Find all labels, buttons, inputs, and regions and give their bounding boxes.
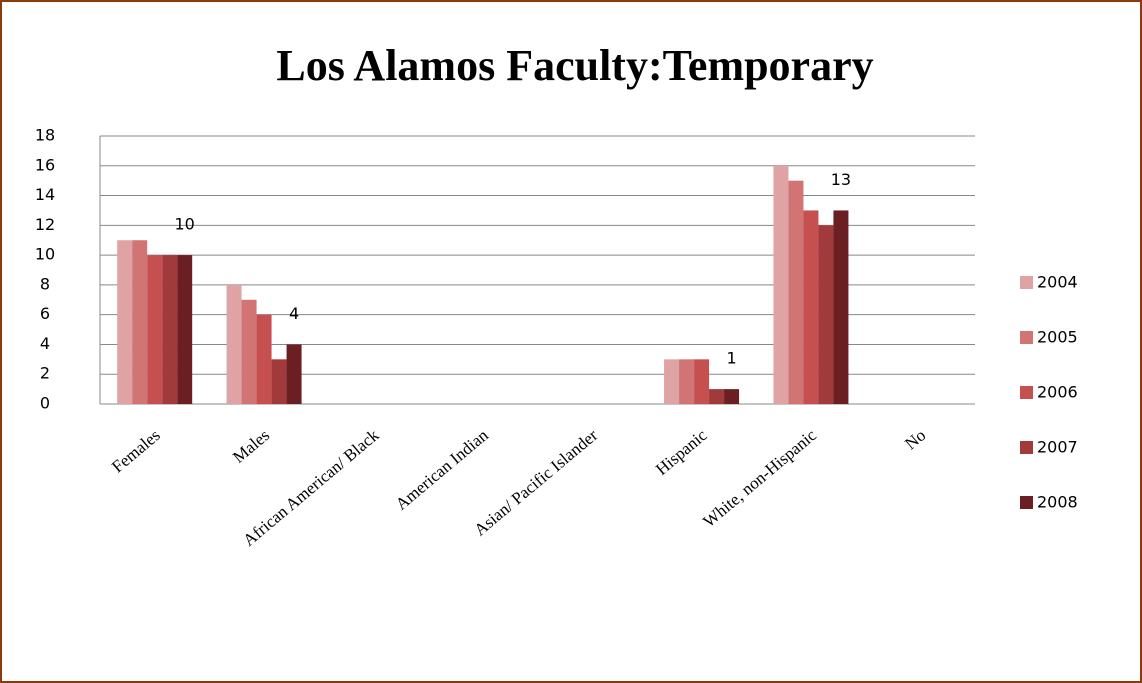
- y-tick-label: 8: [40, 274, 50, 293]
- legend-swatch: [1020, 276, 1033, 289]
- bar: [147, 255, 163, 404]
- legend-swatch: [1020, 386, 1033, 399]
- bar: [679, 359, 695, 404]
- legend-swatch: [1020, 441, 1033, 454]
- y-tick-label: 14: [35, 185, 55, 204]
- bar: [709, 389, 725, 404]
- y-tick-label: 12: [35, 215, 55, 234]
- bar: [226, 284, 242, 404]
- bar: [132, 240, 148, 404]
- legend-swatch: [1020, 331, 1033, 344]
- legend-label: 2007: [1037, 438, 1078, 457]
- bar: [271, 359, 287, 404]
- data-label: 10: [175, 215, 195, 234]
- bar: [724, 389, 740, 404]
- legend-label: 2004: [1037, 273, 1078, 292]
- bar: [818, 225, 834, 404]
- data-label: 13: [831, 170, 851, 189]
- bar: [664, 359, 680, 404]
- bar: [694, 359, 710, 404]
- y-tick-label: 4: [40, 334, 50, 353]
- legend-label: 2008: [1037, 493, 1078, 512]
- bar: [788, 180, 804, 404]
- legend-swatch: [1020, 496, 1033, 509]
- legend-label: 2005: [1037, 328, 1078, 347]
- bar: [162, 255, 178, 404]
- bar: [833, 210, 849, 404]
- data-label: 4: [289, 304, 299, 323]
- bar: [177, 255, 193, 404]
- bar: [773, 165, 789, 404]
- bar: [286, 344, 302, 404]
- data-label: 1: [726, 349, 736, 368]
- bar: [117, 240, 133, 404]
- legend-label: 2006: [1037, 383, 1078, 402]
- y-tick-label: 10: [35, 245, 55, 264]
- y-tick-label: 2: [40, 364, 50, 383]
- bar: [241, 299, 257, 404]
- y-tick-label: 6: [40, 304, 50, 323]
- y-tick-label: 16: [35, 155, 55, 174]
- y-tick-label: 0: [40, 394, 50, 413]
- bar: [256, 314, 272, 404]
- y-tick-label: 18: [35, 126, 55, 145]
- chart-title: Los Alamos Faculty:Temporary: [276, 41, 873, 90]
- bar: [803, 210, 819, 404]
